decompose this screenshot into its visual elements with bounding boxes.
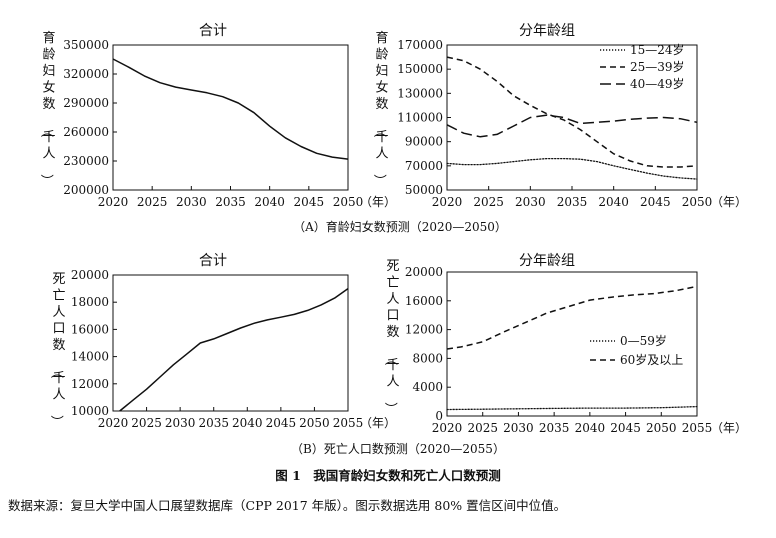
x-tick-label: 2030: [165, 416, 196, 430]
plot-frame: [112, 44, 349, 191]
chart-panel-b2: 分年龄组 0 4000 8000 12000 16000 20000 2020 2025 2030…: [382, 253, 747, 435]
y-tick-label: 16000: [405, 294, 443, 308]
series-line-3: [446, 114, 698, 138]
x-axis-unit: （年）: [360, 416, 396, 430]
x-tick-label: 2055: [333, 416, 364, 430]
x-tick-label: 2045: [266, 416, 297, 430]
x-tick-label: 2050: [299, 416, 330, 430]
y-tick-label: 170000: [397, 38, 443, 52]
y-tick-label: 290000: [63, 96, 109, 110]
source-note: 数据来源：复旦大学中国人口展望数据库（CPP 2017 年版）。图示数据选用 8…: [8, 498, 566, 513]
y-tick-label: 12000: [405, 323, 443, 337]
x-tick-label: 2035: [198, 416, 229, 430]
caption-b: （B）死亡人口数预测（2020—2055）: [291, 441, 505, 456]
y-axis-label: 育龄妇女数（千人）: [38, 30, 55, 187]
y-tick-label: 12000: [71, 377, 109, 391]
x-tick-label: 2030: [176, 195, 207, 209]
x-tick-label: 2050: [682, 195, 713, 209]
x-tick-label: 2020: [98, 416, 129, 430]
x-tick-label: 2050: [333, 195, 364, 209]
y-axis-label: 死亡人口数（千人）: [382, 259, 399, 415]
y-tick-label: 230000: [63, 154, 109, 168]
chart-title: 合计: [199, 253, 227, 269]
x-tick-label: 2025: [467, 421, 498, 435]
y-tick-label: 130000: [397, 86, 443, 100]
x-tick-label: 2045: [294, 195, 325, 209]
y-tick-label: 4000: [412, 380, 443, 394]
x-tick-label: 2025: [131, 416, 162, 430]
y-tick-label: 16000: [71, 322, 109, 336]
series-line-1: [112, 58, 349, 160]
y-tick-label: 200000: [63, 183, 109, 197]
x-tick-label: 2040: [232, 416, 263, 430]
legend-label: 40—49岁: [630, 76, 685, 91]
x-tick-label: 2055: [682, 421, 713, 435]
y-tick-label: 70000: [405, 159, 443, 173]
y-tick-label: 150000: [397, 62, 443, 76]
legend-label: 0—59岁: [620, 333, 667, 348]
y-tick-label: 10000: [71, 404, 109, 418]
x-axis-unit: （年）: [711, 195, 747, 209]
x-tick-label: 2035: [215, 195, 246, 209]
plot-frame: [446, 271, 698, 417]
y-axis-label: 育龄妇女数（千人）: [371, 30, 388, 187]
x-tick-label: 2040: [598, 195, 629, 209]
x-axis-unit: （年）: [711, 421, 747, 435]
x-tick-label: 2050: [646, 421, 677, 435]
y-tick-label: 320000: [63, 67, 109, 81]
chart-panel-a1: 合计 200000 230000 260000 290000 320000 350000 20…: [38, 23, 396, 209]
series-line-1: [446, 157, 698, 180]
plot-frame: [112, 274, 349, 412]
y-tick-label: 50000: [405, 183, 443, 197]
chart-title: 合计: [199, 23, 227, 39]
x-tick-label: 2025: [473, 195, 504, 209]
y-tick-label: 0: [435, 409, 443, 423]
y-axis-label: 死亡人口数（千人）: [48, 272, 65, 428]
chart-panel-a2: 分年龄组 50000 70000 90000 110000 130000 150000 170…: [371, 23, 747, 209]
chart-title: 分年龄组: [519, 253, 575, 269]
legend-label: 15—24岁: [630, 42, 685, 57]
chart-panel-b1: 合计 10000 12000 14000 16000 18000 20000 2020 2025…: [48, 253, 396, 430]
y-tick-label: 90000: [405, 135, 443, 149]
series-line-1: [446, 405, 698, 411]
y-tick-label: 18000: [71, 295, 109, 309]
legend-label: 25—39岁: [630, 59, 685, 74]
x-tick-label: 2020: [98, 195, 129, 209]
x-tick-label: 2045: [640, 195, 671, 209]
x-tick-label: 2035: [557, 195, 588, 209]
legend-label: 60岁及以上: [620, 352, 683, 367]
y-tick-label: 20000: [71, 268, 109, 282]
chart-title: 分年龄组: [519, 23, 575, 39]
y-tick-label: 260000: [63, 125, 109, 139]
y-tick-label: 350000: [63, 38, 109, 52]
x-tick-label: 2030: [515, 195, 546, 209]
y-tick-label: 20000: [405, 265, 443, 279]
x-tick-label: 2035: [539, 421, 570, 435]
x-tick-label: 2030: [503, 421, 534, 435]
x-axis-unit: （年）: [360, 195, 396, 209]
x-tick-label: 2025: [137, 195, 168, 209]
x-tick-label: 2020: [432, 195, 463, 209]
x-tick-label: 2045: [610, 421, 641, 435]
y-tick-label: 110000: [397, 111, 443, 125]
figure-title: 图 1 我国育龄妇女数和死亡人口数预测: [275, 468, 501, 483]
caption-a: （A）育龄妇女数预测（2020—2050）: [293, 219, 507, 234]
chart-panels: 合计20000023000026000029000032000035000020…: [38, 23, 747, 435]
x-tick-label: 2040: [254, 195, 285, 209]
x-tick-label: 2020: [432, 421, 463, 435]
y-tick-label: 8000: [412, 351, 443, 365]
series-line-2: [446, 56, 698, 168]
y-tick-label: 14000: [71, 350, 109, 364]
x-tick-label: 2040: [575, 421, 606, 435]
series-line-1: [119, 287, 349, 412]
